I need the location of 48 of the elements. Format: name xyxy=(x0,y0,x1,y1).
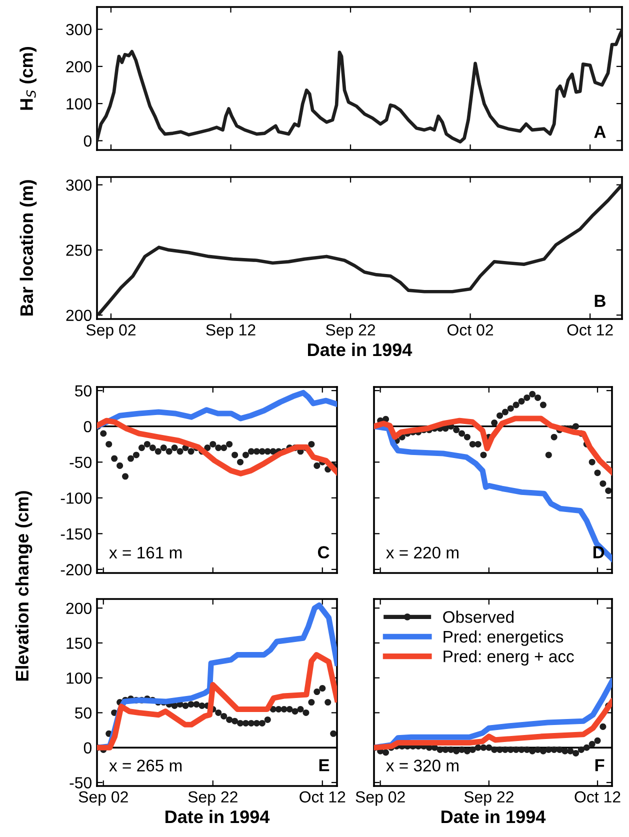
annotation: x = 161 m xyxy=(109,546,182,559)
annotation: x = 320 m xyxy=(386,760,458,772)
x-tick-label: Oct 12 xyxy=(300,791,346,803)
y-tick-label: 0 xyxy=(84,420,92,432)
x-tick-label: Sep 22 xyxy=(464,791,514,806)
x-tick-label: Sep 02 xyxy=(86,324,136,339)
annotation: x = 265 m xyxy=(109,760,182,772)
y-tick-label: 150 xyxy=(66,638,92,649)
y-tick-label: -100 xyxy=(60,492,92,504)
y-tick-label: -50 xyxy=(70,456,92,468)
y-tick-label: 300 xyxy=(66,24,92,36)
y-tick-label: 100 xyxy=(66,98,92,110)
legend-label: Pred: energ + acc xyxy=(444,650,574,666)
y-tick-label: 300 xyxy=(66,179,92,191)
x-tick-label: Oct 12 xyxy=(567,324,613,336)
y-tick-label: -50 xyxy=(70,777,92,788)
x-tick-label: Sep 22 xyxy=(188,791,238,806)
legend-label: Observed xyxy=(443,610,514,623)
y-tick-label: 200 xyxy=(66,602,92,614)
annotation: C xyxy=(318,546,330,558)
y-tick-label: 200 xyxy=(66,61,92,72)
x-axis-title: Date in 1994 xyxy=(166,810,270,824)
annotation: F xyxy=(595,759,604,772)
annotation: A xyxy=(594,126,606,138)
y-axis-title: Elevation change (cm) xyxy=(15,491,32,681)
y-tick-label: -150 xyxy=(60,528,92,540)
x-tick-label: Oct 02 xyxy=(448,324,494,336)
x-tick-label: Sep 02 xyxy=(356,791,405,806)
y-tick-label: 100 xyxy=(66,672,92,684)
annotation: x = 220 m xyxy=(386,546,458,559)
x-tick-label: Oct 12 xyxy=(574,791,620,803)
y-tick-label: 50 xyxy=(75,707,92,719)
x-axis-title: Date in 1994 xyxy=(442,810,546,824)
annotation: B xyxy=(594,294,606,307)
x-tick-label: Sep 22 xyxy=(326,324,376,339)
x-tick-label: Sep 12 xyxy=(206,324,256,339)
x-tick-label: Sep 02 xyxy=(78,791,128,806)
y-axis-title: Bar location (m) xyxy=(20,180,37,316)
y-tick-label: 50 xyxy=(75,385,92,397)
y-tick-label: 200 xyxy=(66,310,92,322)
y-tick-label: -200 xyxy=(60,564,92,576)
y-tick-label: 0 xyxy=(84,742,92,754)
y-tick-label: 0 xyxy=(84,135,92,147)
y-tick-label: 250 xyxy=(66,244,92,256)
x-axis-title: Date in 1994 xyxy=(308,342,412,356)
annotation: E xyxy=(319,759,330,772)
legend-label: Pred: energetics xyxy=(444,630,564,646)
y-axis-title: H$_{S}$ (cm) xyxy=(20,47,36,110)
